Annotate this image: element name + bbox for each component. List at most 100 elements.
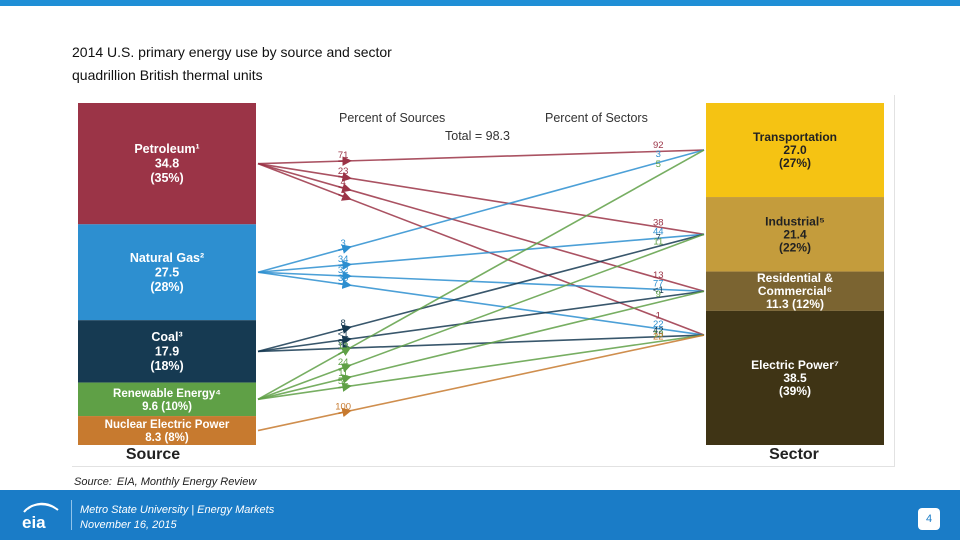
sector-label-electric-1: 38.5 (783, 371, 807, 385)
sector-box-residential (706, 271, 884, 311)
source-label-petroleum-0: Petroleum¹ (134, 142, 199, 156)
flow-petroleum-to-electric (257, 162, 705, 336)
flows-layer (257, 149, 705, 432)
sector-label-industrial-2: (22%) (779, 240, 811, 254)
sector-label-transportation-1: 27.0 (783, 143, 807, 157)
source-label-renewable-0: Renewable Energy⁴ (113, 388, 221, 400)
sector-axis-label: Sector (769, 446, 819, 463)
flow-pct-sector-petroleum-residential: 13 (653, 270, 664, 281)
sector-label-residential-1: Commercial⁶ (758, 284, 832, 298)
flow-pct-source-renewable-industrial: 24 (338, 357, 349, 368)
source-label-coal-1: 17.9 (155, 344, 179, 358)
flow-pct-sector-renewable-electric: 13 (653, 329, 664, 340)
source-note: Source: EIA, Monthly Energy Review (74, 476, 261, 488)
source-label-natural_gas-2: (28%) (150, 280, 183, 294)
flow-pct-source-petroleum-industrial: 23 (338, 166, 349, 177)
flow-pct-source-renewable-residential: 11 (338, 368, 348, 379)
flow-pct-sector-petroleum-electric: 1 (656, 310, 661, 321)
total-label: Total = 98.3 (445, 129, 510, 143)
flow-pct-source-petroleum-transportation: 71 (338, 150, 349, 161)
slide-title: 2014 U.S. primary energy use by source a… (72, 41, 392, 87)
flow-pct-sector-petroleum-transportation: 92 (653, 140, 664, 151)
sector-label-electric-0: Electric Power⁷ (751, 358, 839, 372)
percent-of-sources-label: Percent of Sources (339, 111, 445, 125)
flow-renewable-to-electric (257, 334, 705, 401)
flow-natural_gas-to-transportation (257, 149, 705, 274)
flow-petroleum-to-transportation (257, 149, 705, 165)
flow-arrow-natural_gas-to-electric (338, 279, 352, 289)
flow-coal-to-industrial (257, 233, 705, 353)
flow-pct-sector-coal-electric: 42 (653, 325, 664, 336)
flow-pct-sector-nuclear-electric: 22 (653, 332, 664, 343)
flow-pct-sector-petroleum-industrial: 38 (653, 218, 664, 229)
flow-pct-sector-coal-industrial: 7 (656, 233, 661, 244)
source-box-petroleum (78, 103, 256, 225)
flow-pct-sector-renewable-transportation: 5 (656, 159, 661, 170)
sector-label-industrial-0: Industrial⁵ (765, 214, 825, 228)
flow-pct-source-renewable-electric: 52 (338, 376, 349, 387)
source-label-petroleum-2: (35%) (150, 171, 183, 185)
source-label-natural_gas-0: Natural Gas² (130, 251, 204, 265)
flow-renewable-to-transportation (257, 149, 705, 401)
source-label-renewable-1: 9.6 (10%) (142, 401, 192, 413)
eia-logo-icon: eia (22, 502, 59, 532)
source-label-nuclear-0: Nuclear Electric Power (105, 419, 230, 431)
flow-natural_gas-to-residential (257, 271, 705, 293)
flow-pct-sector-renewable-residential: 9 (656, 289, 661, 300)
flow-arrow-renewable-to-electric (338, 382, 352, 392)
sector-box-transportation (706, 103, 884, 198)
top-accent-bar (0, 0, 960, 6)
eia-logo-text: eia (22, 513, 46, 532)
labels-layer: 71922338413113334443277302287<1<19142135… (335, 140, 664, 412)
source-box-renewable (78, 382, 256, 417)
source-label-nuclear-1: 8.3 (8%) (145, 432, 189, 444)
flow-pct-source-coal-electric: 91 (338, 337, 349, 348)
chart-title: 2014 U.S. primary energy use by source a… (72, 44, 392, 60)
source-label-petroleum-1: 34.8 (155, 157, 179, 171)
percent-of-sectors-label: Percent of Sectors (545, 111, 648, 125)
flow-pct-source-coal-residential: <1 (338, 329, 349, 340)
flow-arrow-renewable-to-transportation (337, 347, 352, 356)
flow-arrow-renewable-to-residential (338, 374, 352, 384)
flow-pct-source-coal-industrial: 8 (340, 318, 345, 329)
sector-label-transportation-2: (27%) (779, 156, 811, 170)
flow-arrow-petroleum-to-industrial (338, 172, 352, 182)
flow-arrow-petroleum-to-residential (338, 183, 352, 193)
footer-line-1: Metro State University | Energy Markets (80, 504, 275, 516)
sector-box-industrial (706, 197, 884, 272)
source-box-coal (78, 320, 256, 383)
flow-renewable-to-industrial (257, 233, 705, 401)
flow-arrow-natural_gas-to-transportation (338, 244, 352, 254)
sector-label-residential-2: 11.3 (12%) (766, 297, 824, 311)
source-label-coal-0: Coal³ (151, 330, 182, 344)
chart-units: quadrillion British thermal units (72, 67, 263, 83)
footer-bar: eia Metro State University | Energy Mark… (0, 490, 960, 540)
flow-petroleum-to-residential (257, 162, 705, 293)
sector-box-electric (706, 310, 884, 445)
source-box-natural_gas (78, 224, 256, 321)
flow-pct-source-petroleum-residential: 4 (340, 177, 345, 188)
flow-pct-source-renewable-transportation: 13 (338, 341, 349, 352)
flow-coal-to-residential (257, 290, 705, 353)
footer-line-2: November 16, 2015 (80, 519, 177, 531)
source-axis-label: Source (126, 446, 180, 463)
flow-arrow-coal-to-residential (338, 335, 352, 345)
flow-arrow-petroleum-to-electric (337, 191, 352, 201)
flow-nuclear-to-electric (257, 334, 705, 432)
page-number-badge: 4 (918, 508, 940, 530)
flow-arrow-nuclear-to-electric (338, 407, 352, 418)
flow-pct-sector-coal-residential: <1 (653, 285, 664, 296)
sector-label-electric-2: (39%) (779, 384, 811, 398)
flow-pct-sector-renewable-industrial: 11 (653, 236, 663, 247)
flow-pct-source-natural_gas-transportation: 3 (340, 238, 345, 249)
flow-pct-source-petroleum-electric: 1 (340, 185, 345, 196)
source-label-natural_gas-1: 27.5 (155, 265, 179, 279)
source-note-label: Source: (74, 476, 112, 488)
sector-label-industrial-1: 21.4 (783, 227, 807, 241)
flow-coal-to-electric (257, 334, 705, 353)
flow-arrow-natural_gas-to-industrial (338, 260, 352, 270)
source-box-nuclear (78, 416, 256, 445)
flow-pct-sector-natural_gas-electric: 22 (653, 319, 664, 330)
